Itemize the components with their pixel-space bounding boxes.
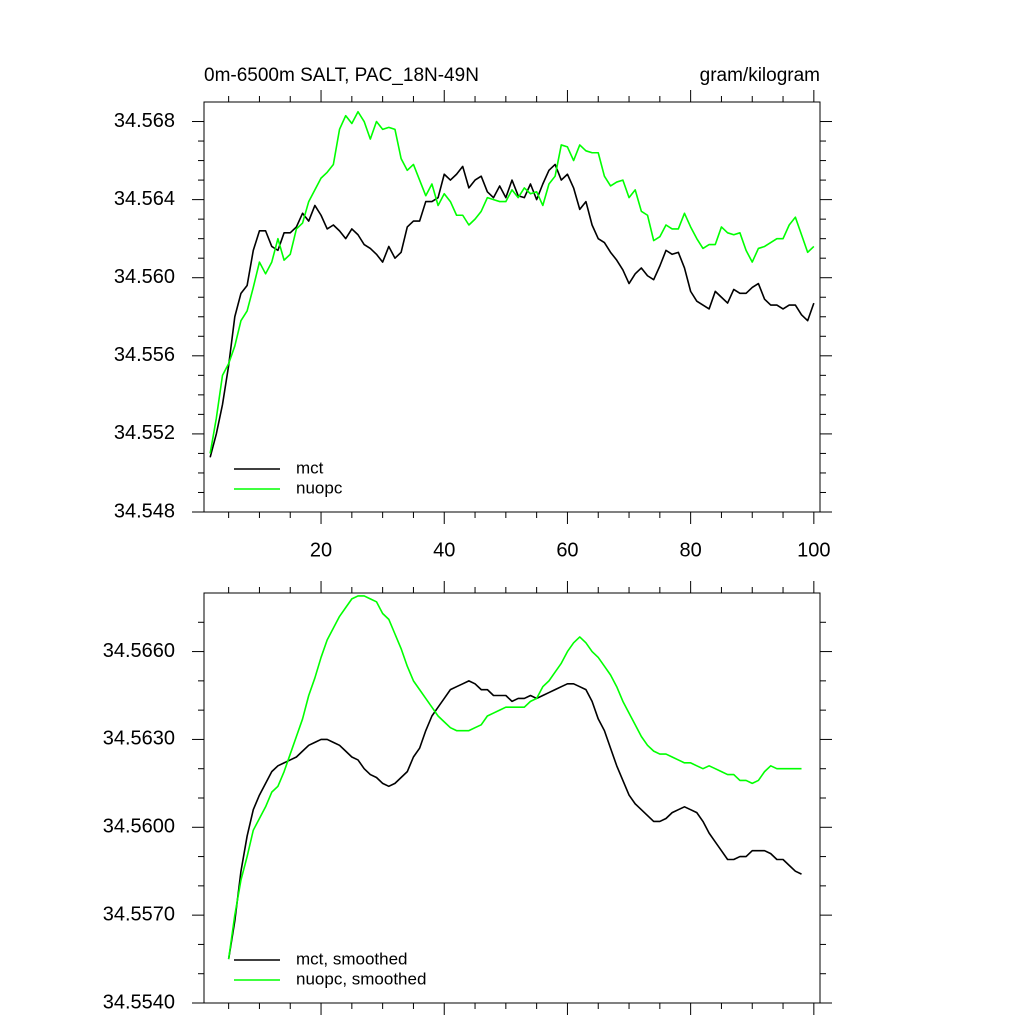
series-line [209, 110, 815, 454]
series-line [227, 595, 802, 960]
y-tick-label: 34.5540 [103, 991, 175, 1013]
series-line [209, 163, 815, 458]
series-line [227, 680, 802, 960]
chart-title: 0m-6500m SALT, PAC_18N-49N [204, 65, 479, 86]
y-tick-label: 34.556 [114, 344, 175, 366]
y-tick-label: 34.552 [114, 422, 175, 444]
units-label: gram/kilogram [700, 65, 820, 86]
legend-label: nuopc, smoothed [296, 969, 426, 988]
legend-label: nuopc [296, 478, 343, 497]
x-tick-label: 80 [680, 539, 702, 561]
y-tick-label: 34.5660 [103, 640, 175, 662]
legend-label: mct, smoothed [296, 949, 408, 968]
y-tick-label: 34.5630 [103, 728, 175, 750]
x-tick-label: 20 [310, 539, 332, 561]
y-tick-label: 34.560 [114, 266, 175, 288]
y-tick-label: 34.568 [114, 110, 175, 132]
x-tick-label: 60 [556, 539, 578, 561]
legend-label: mct [296, 458, 324, 477]
y-tick-label: 34.5600 [103, 816, 175, 838]
x-tick-label: 100 [797, 539, 830, 561]
x-tick-label: 40 [433, 539, 455, 561]
y-tick-label: 34.5570 [103, 903, 175, 925]
y-tick-label: 34.564 [114, 188, 175, 210]
y-tick-label: 34.548 [114, 500, 175, 522]
plot-frame [203, 101, 821, 513]
plot-frame [203, 592, 821, 1004]
